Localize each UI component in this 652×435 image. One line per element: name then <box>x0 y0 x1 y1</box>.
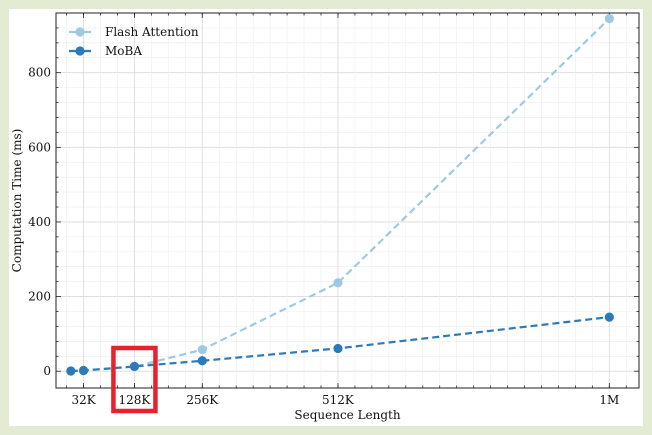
grid-lines <box>56 12 639 388</box>
y-tick-label: 200 <box>28 290 51 304</box>
series-flash-attention <box>66 13 614 376</box>
data-point-moba <box>333 343 343 354</box>
data-point-flash-attention <box>333 278 343 288</box>
data-point-moba <box>604 312 614 322</box>
y-tick-label: 600 <box>28 140 51 154</box>
legend-marker-flash-attention <box>75 27 85 37</box>
data-point-moba <box>197 356 207 366</box>
legend-label-moba: MoBA <box>105 44 142 58</box>
x-tick-label: 256K <box>186 393 219 407</box>
chart-frame: 0 200 400 600 800 32K 128K 256K 512K 1M Sequence … <box>9 9 643 426</box>
axes <box>55 12 640 389</box>
tick-labels: 0 200 400 600 800 32K 128K 256K 512K 1M <box>28 66 619 407</box>
series-moba <box>66 312 614 376</box>
plot-border <box>55 12 640 389</box>
y-tick-label: 800 <box>28 66 51 80</box>
line-chart: 0 200 400 600 800 32K 128K 256K 512K 1M Sequence … <box>10 12 640 422</box>
y-tick-label: 400 <box>28 215 51 229</box>
data-point-moba <box>66 366 76 376</box>
highlight-box-128k <box>111 345 158 414</box>
x-axis-label: Sequence Length <box>294 408 401 422</box>
data-point-moba <box>78 365 89 376</box>
x-tick-label: 512K <box>322 393 355 407</box>
legend-label-flash-attention: Flash Attention <box>105 25 199 39</box>
series-line-moba <box>70 316 610 373</box>
data-point-moba <box>129 361 140 371</box>
x-tick-label: 32K <box>71 393 96 407</box>
data-point-flash-attention <box>604 13 614 24</box>
legend-marker-moba <box>75 46 85 56</box>
x-tick-label: 128K <box>119 393 152 407</box>
series-layer <box>66 13 614 376</box>
y-tick-label: 0 <box>43 364 51 378</box>
y-axis-label: Computation Time (ms) <box>10 129 24 273</box>
x-tick-label: 1M <box>599 393 619 407</box>
data-point-flash-attention <box>197 344 207 355</box>
legend: Flash Attention MoBA <box>69 25 199 58</box>
